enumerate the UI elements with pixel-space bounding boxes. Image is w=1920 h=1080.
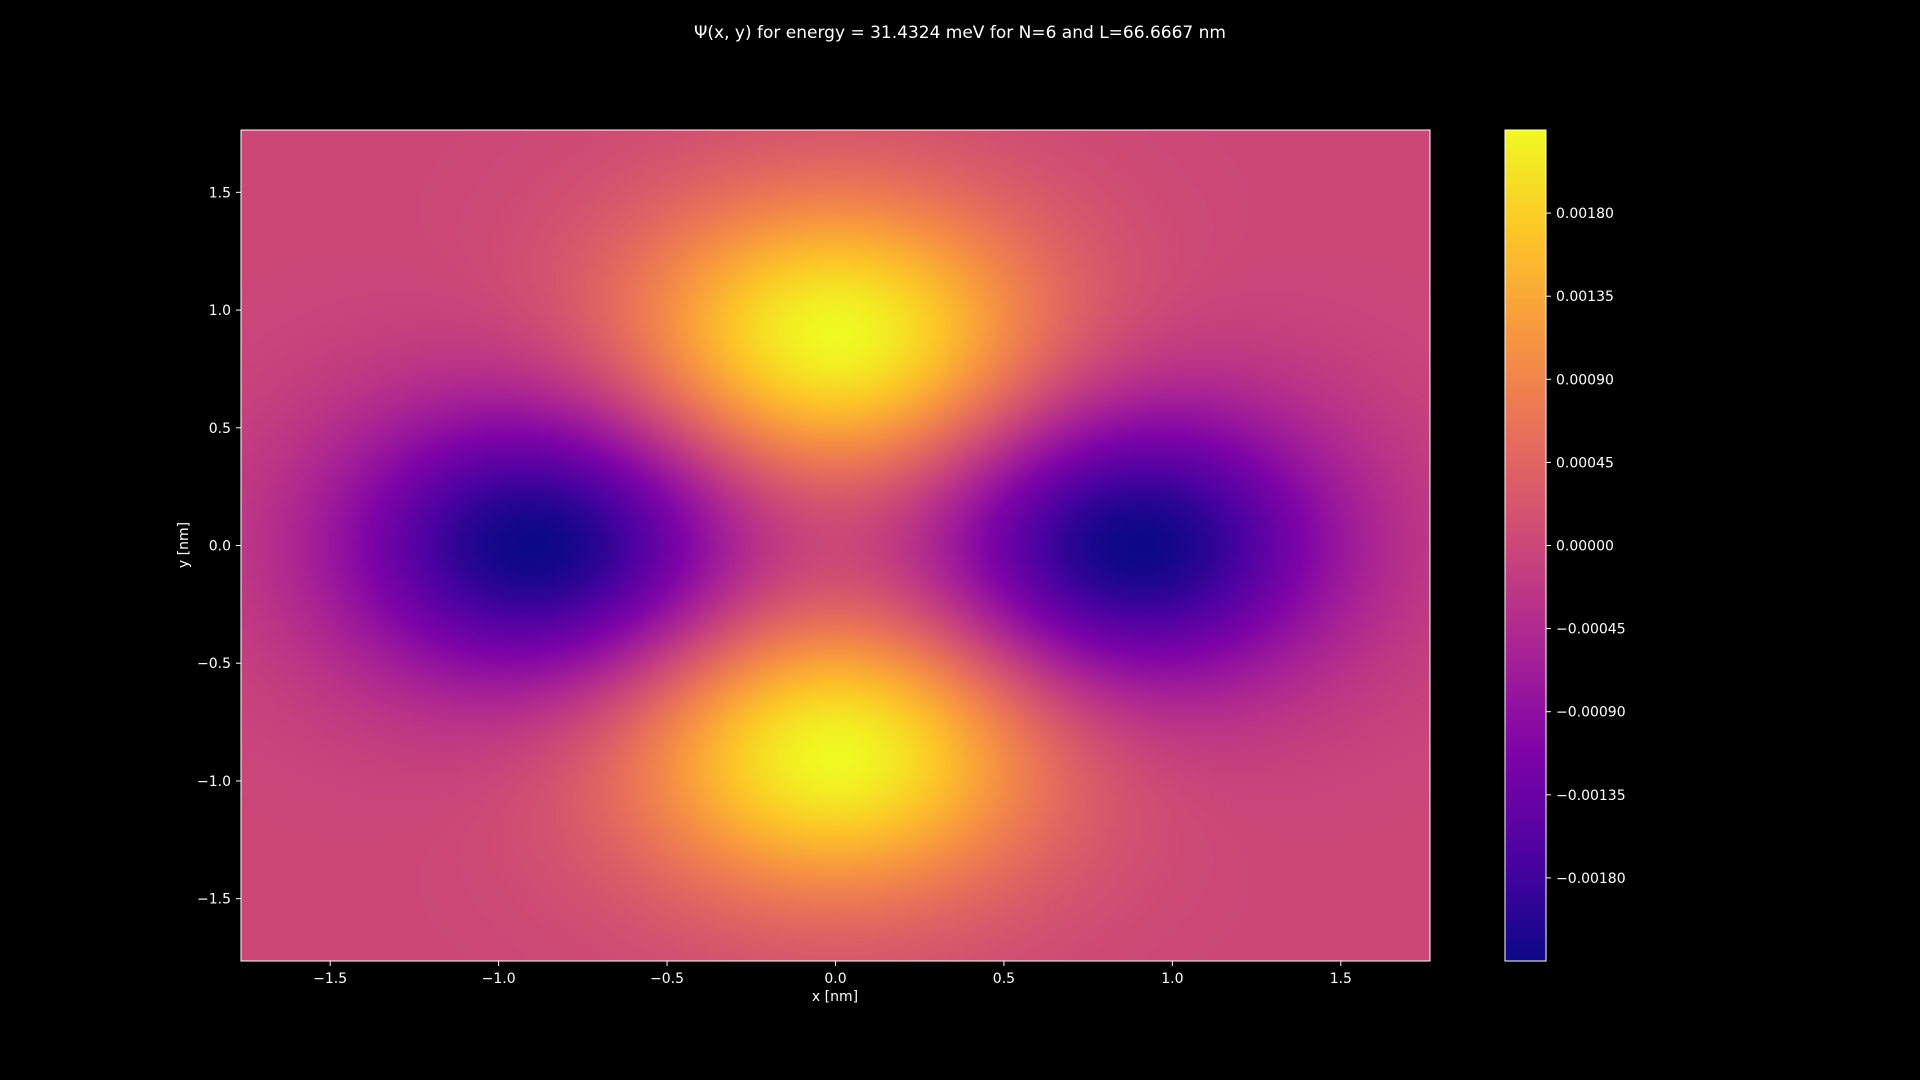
y-tick-label: −1.0 xyxy=(197,774,231,790)
x-tick-label: 1.5 xyxy=(1330,971,1352,987)
y-axis: 1.5 1.0 0.5 0.0 −0.5 −1.0 −1.5 xyxy=(197,185,241,908)
colorbar: 0.00180 0.00135 0.00090 0.00045 0.00000 −0.00… xyxy=(1504,129,1626,962)
y-tick-label: −1.5 xyxy=(197,892,231,908)
colorbar-tick-label: 0.00000 xyxy=(1556,539,1614,555)
colorbar-ticks: 0.00180 0.00135 0.00090 0.00045 0.00000 −0.00… xyxy=(1546,206,1626,887)
chart-title: Ψ(x, y) for energy = 31.4324 meV for N=6… xyxy=(694,23,1226,43)
x-tick-label: −1.0 xyxy=(482,971,516,987)
colorbar-tick-label: 0.00090 xyxy=(1556,372,1614,388)
x-tick-label: 1.0 xyxy=(1161,971,1183,987)
x-tick-label: 0.0 xyxy=(824,971,846,987)
y-axis-label: y [nm] xyxy=(176,522,192,568)
colorbar-tick-label: −0.00180 xyxy=(1556,871,1626,887)
colorbar-tick-label: −0.00090 xyxy=(1556,705,1626,721)
colorbar-gradient xyxy=(1504,129,1547,962)
colorbar-tick-label: 0.00180 xyxy=(1556,206,1614,222)
y-tick-label: 0.5 xyxy=(209,421,231,437)
y-tick-label: 1.0 xyxy=(209,303,231,319)
colorbar-tick-label: 0.00045 xyxy=(1556,455,1614,471)
heatmap-image xyxy=(241,130,1430,961)
colorbar-tick-label: −0.00045 xyxy=(1556,622,1626,638)
y-tick-label: 1.5 xyxy=(209,185,231,201)
x-tick-label: 0.5 xyxy=(993,971,1015,987)
x-axis: −1.5 −1.0 −0.5 0.0 0.5 1.0 1.5 xyxy=(313,961,1352,987)
x-tick-label: −0.5 xyxy=(650,971,684,987)
y-tick-label: −0.5 xyxy=(197,656,231,672)
y-tick-label: 0.0 xyxy=(209,539,231,555)
x-axis-label: x [nm] xyxy=(812,989,858,1005)
colorbar-tick-label: −0.00135 xyxy=(1556,788,1626,804)
plot-area xyxy=(241,130,1430,961)
x-tick-label: −1.5 xyxy=(313,971,347,987)
colorbar-tick-label: 0.00135 xyxy=(1556,289,1614,305)
